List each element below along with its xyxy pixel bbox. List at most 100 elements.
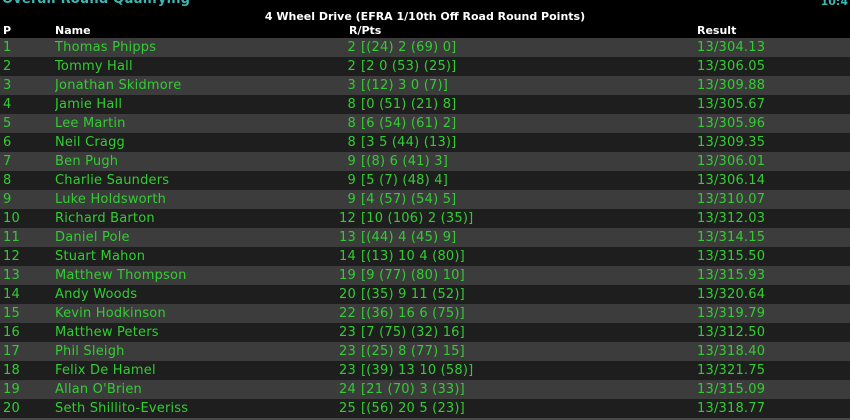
table-row: 13 Matthew Thompson 19 [9 (77) (80) 10] 13/3… bbox=[0, 266, 850, 285]
position-cell: 6 bbox=[3, 135, 12, 150]
result-cell: 13/309.35 bbox=[697, 135, 766, 150]
position-cell: 20 bbox=[3, 401, 20, 416]
rpts-cell: 9 [(8) 6 (41) 3] bbox=[330, 152, 697, 171]
result-cell: 13/315.50 bbox=[697, 249, 766, 264]
table-header-row: P Name R/Pts Result bbox=[0, 24, 850, 38]
column-header-result: Result bbox=[697, 24, 737, 37]
table-row: 8 Charlie Saunders 9 [5 (7) (48) 4] 13/306.1… bbox=[0, 171, 850, 190]
table-row: 5 Lee Martin 8 [6 (54) (61) 2] 13/305.96 bbox=[0, 114, 850, 133]
rpts-cell: 3 [(12) 3 0 (7)] bbox=[330, 76, 697, 95]
rpts-cell: 12 [10 (106) 2 (35)] bbox=[330, 209, 697, 228]
round-count: 9 bbox=[347, 154, 356, 169]
position-cell: 12 bbox=[3, 249, 20, 264]
result-cell: 13/310.07 bbox=[697, 192, 766, 207]
driver-name-cell: Tommy Hall bbox=[55, 59, 133, 74]
driver-name-cell: Kevin Hodkinson bbox=[55, 306, 166, 321]
driver-name-cell: Jamie Hall bbox=[55, 97, 123, 112]
rpts-cell: 14 [(13) 10 4 (80)] bbox=[330, 247, 697, 266]
driver-name-cell: Jonathan Skidmore bbox=[55, 78, 182, 93]
driver-name-cell: Phil Sleigh bbox=[55, 344, 125, 359]
round-points-detail: [(39) 13 10 (58)] bbox=[361, 363, 474, 378]
round-count: 22 bbox=[339, 306, 356, 321]
driver-name-cell: Andy Woods bbox=[55, 287, 138, 302]
round-count: 14 bbox=[339, 249, 356, 264]
table-row: 16 Matthew Peters 23 [7 (75) (32) 16] 13/312… bbox=[0, 323, 850, 342]
position-cell: 2 bbox=[3, 59, 12, 74]
result-cell: 13/305.96 bbox=[697, 116, 766, 131]
position-cell: 3 bbox=[3, 78, 12, 93]
round-count: 25 bbox=[339, 401, 356, 416]
position-cell: 13 bbox=[3, 268, 20, 283]
column-header-rpts: R/Pts bbox=[349, 24, 382, 37]
table-title: 4 Wheel Drive (EFRA 1/10th Off Road Roun… bbox=[0, 8, 850, 24]
round-count: 9 bbox=[347, 192, 356, 207]
driver-name-cell: Neil Cragg bbox=[55, 135, 125, 150]
round-count: 23 bbox=[339, 325, 356, 340]
round-points-detail: [(36) 16 6 (75)] bbox=[361, 306, 465, 321]
result-cell: 13/318.40 bbox=[697, 344, 766, 359]
round-count: 8 bbox=[347, 116, 356, 131]
round-points-detail: [9 (77) (80) 10] bbox=[361, 268, 465, 283]
table-row: 6 Neil Cragg 8 [3 5 (44) (13)] 13/309.35 bbox=[0, 133, 850, 152]
position-cell: 9 bbox=[3, 192, 12, 207]
driver-name-cell: Ben Pugh bbox=[55, 154, 119, 169]
driver-name-cell: Stuart Mahon bbox=[55, 249, 146, 264]
round-points-detail: [3 5 (44) (13)] bbox=[361, 135, 457, 150]
round-count: 20 bbox=[339, 287, 356, 302]
result-cell: 13/319.79 bbox=[697, 306, 766, 321]
rpts-cell: 9 [4 (57) (54) 5] bbox=[330, 190, 697, 209]
result-cell: 13/315.93 bbox=[697, 268, 766, 283]
round-count: 12 bbox=[339, 211, 356, 226]
rpts-cell: 23 [(25) 8 (77) 15] bbox=[330, 342, 697, 361]
table-row: 19 Allan O'Brien 24 [21 (70) 3 (33)] 13/315.… bbox=[0, 380, 850, 399]
table-row: 1 Thomas Phipps 2 [(24) 2 (69) 0] 13/304.13 bbox=[0, 38, 850, 57]
table-row: 3 Jonathan Skidmore 3 [(12) 3 0 (7)] 13/309.… bbox=[0, 76, 850, 95]
round-points-detail: [(25) 8 (77) 15] bbox=[361, 344, 465, 359]
table-row: 18 Felix De Hamel 23 [(39) 13 10 (58)] 13/32… bbox=[0, 361, 850, 380]
position-cell: 8 bbox=[3, 173, 12, 188]
table-row: 17 Phil Sleigh 23 [(25) 8 (77) 15] 13/318.40 bbox=[0, 342, 850, 361]
position-cell: 18 bbox=[3, 363, 20, 378]
round-points-detail: [(12) 3 0 (7)] bbox=[361, 78, 448, 93]
result-cell: 13/320.64 bbox=[697, 287, 766, 302]
driver-name-cell: Thomas Phipps bbox=[55, 40, 157, 55]
result-cell: 13/312.50 bbox=[697, 325, 766, 340]
overall-qualifying-heading: Overall Round Qualifying bbox=[2, 0, 190, 7]
position-cell: 11 bbox=[3, 230, 20, 245]
round-points-detail: [(8) 6 (41) 3] bbox=[361, 154, 448, 169]
round-points-detail: [7 (75) (32) 16] bbox=[361, 325, 465, 340]
result-cell: 13/312.03 bbox=[697, 211, 766, 226]
round-count: 8 bbox=[347, 135, 356, 150]
round-points-detail: [0 (51) (21) 8] bbox=[361, 97, 457, 112]
driver-name-cell: Felix De Hamel bbox=[55, 363, 156, 378]
table-row: 14 Andy Woods 20 [(35) 9 11 (52)] 13/320.64 bbox=[0, 285, 850, 304]
result-cell: 13/306.14 bbox=[697, 173, 766, 188]
position-cell: 15 bbox=[3, 306, 20, 321]
driver-name-cell: Seth Shillito-Everiss bbox=[55, 401, 189, 416]
round-points-detail: [10 (106) 2 (35)] bbox=[361, 211, 474, 226]
driver-name-cell: Matthew Peters bbox=[55, 325, 159, 340]
top-clipped-strip: Overall Round Qualifying 10:4 bbox=[0, 0, 850, 8]
driver-name-cell: Charlie Saunders bbox=[55, 173, 170, 188]
result-cell: 13/306.01 bbox=[697, 154, 766, 169]
position-cell: 7 bbox=[3, 154, 12, 169]
table-row: 10 Richard Barton 12 [10 (106) 2 (35)] 13/31… bbox=[0, 209, 850, 228]
position-cell: 4 bbox=[3, 97, 12, 112]
rpts-cell: 25 [(56) 20 5 (23)] bbox=[330, 399, 697, 418]
table-row: 20 Seth Shillito-Everiss 25 [(56) 20 5 (23)… bbox=[0, 399, 850, 418]
position-cell: 16 bbox=[3, 325, 20, 340]
rpts-cell: 19 [9 (77) (80) 10] bbox=[330, 266, 697, 285]
round-points-detail: [5 (7) (48) 4] bbox=[361, 173, 448, 188]
round-count: 23 bbox=[339, 363, 356, 378]
rpts-cell: 23 [(39) 13 10 (58)] bbox=[330, 361, 697, 380]
result-cell: 13/304.13 bbox=[697, 40, 766, 55]
table-row: 7 Ben Pugh 9 [(8) 6 (41) 3] 13/306.01 bbox=[0, 152, 850, 171]
result-cell: 13/309.88 bbox=[697, 78, 766, 93]
position-cell: 19 bbox=[3, 382, 20, 397]
table-row: 11 Daniel Pole 13 [(44) 4 (45) 9] 13/314.15 bbox=[0, 228, 850, 247]
rpts-cell: 13 [(44) 4 (45) 9] bbox=[330, 228, 697, 247]
position-cell: 10 bbox=[3, 211, 20, 226]
driver-name-cell: Allan O'Brien bbox=[55, 382, 142, 397]
round-points-detail: [2 0 (53) (25)] bbox=[361, 59, 457, 74]
